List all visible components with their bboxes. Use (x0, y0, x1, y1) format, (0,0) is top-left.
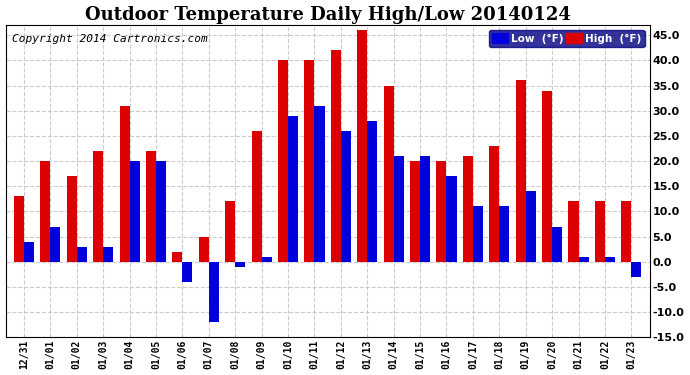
Bar (278, 60, 288, 262)
Bar (569, 201, 578, 262)
Bar (473, 206, 483, 262)
Bar (130, 161, 139, 262)
Bar (252, 131, 262, 262)
Bar (500, 206, 509, 262)
Bar (357, 30, 367, 262)
Bar (225, 201, 235, 262)
Bar (288, 116, 298, 262)
Bar (77, 247, 87, 262)
Bar (199, 237, 209, 262)
Bar (437, 161, 446, 262)
Bar (595, 201, 605, 262)
Bar (341, 131, 351, 262)
Bar (119, 106, 130, 262)
Bar (331, 50, 341, 262)
Bar (446, 176, 457, 262)
Bar (542, 91, 552, 262)
Bar (605, 257, 615, 262)
Bar (384, 86, 394, 262)
Bar (262, 257, 272, 262)
Text: Copyright 2014 Cartronics.com: Copyright 2014 Cartronics.com (12, 34, 208, 45)
Bar (14, 196, 24, 262)
Bar (104, 247, 113, 262)
Title: Outdoor Temperature Daily High/Low 20140124: Outdoor Temperature Daily High/Low 20140… (85, 6, 571, 24)
Bar (410, 161, 420, 262)
Bar (93, 151, 104, 262)
Bar (41, 161, 50, 262)
Bar (489, 146, 500, 262)
Bar (235, 262, 246, 267)
Bar (367, 121, 377, 262)
Bar (146, 151, 156, 262)
Bar (315, 106, 324, 262)
Bar (304, 60, 315, 262)
Bar (526, 191, 535, 262)
Bar (420, 156, 430, 262)
Legend: Low  (°F), High  (°F): Low (°F), High (°F) (489, 30, 644, 47)
Bar (172, 252, 182, 262)
Bar (515, 81, 526, 262)
Bar (209, 262, 219, 322)
Bar (631, 262, 641, 277)
Bar (24, 242, 34, 262)
Bar (156, 161, 166, 262)
Bar (394, 156, 404, 262)
Bar (50, 226, 61, 262)
Bar (182, 262, 193, 282)
Bar (621, 201, 631, 262)
Bar (67, 176, 77, 262)
Bar (552, 226, 562, 262)
Bar (578, 257, 589, 262)
Bar (463, 156, 473, 262)
